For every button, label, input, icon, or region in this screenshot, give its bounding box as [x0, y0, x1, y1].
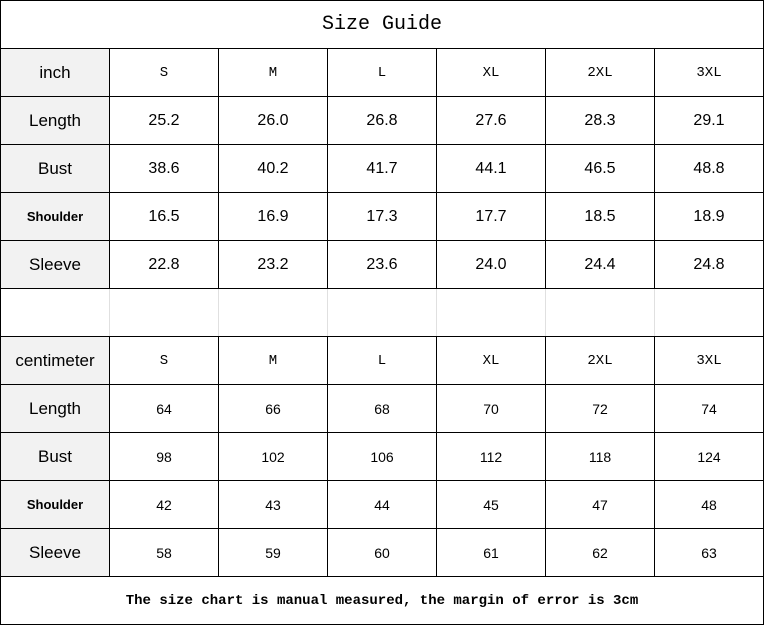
unit-label: inch: [0, 48, 110, 97]
row-label: Bust: [0, 432, 110, 481]
spacer-cell: [545, 288, 655, 337]
spacer-cell: [654, 288, 764, 337]
size-header: M: [218, 48, 328, 97]
measurement-cell: 17.3: [327, 192, 437, 241]
measurement-cell: 24.8: [654, 240, 764, 289]
measurement-cell: 42: [109, 480, 219, 529]
spacer-cell: [109, 288, 219, 337]
unit-label: centimeter: [0, 336, 110, 385]
table-row: Length 25.2 26.0 26.8 27.6 28.3 29.1: [0, 96, 764, 145]
measurement-cell: 18.5: [545, 192, 655, 241]
measurement-cell: 40.2: [218, 144, 328, 193]
measurement-cell: 16.9: [218, 192, 328, 241]
measurement-cell: 41.7: [327, 144, 437, 193]
size-table: inch S M L XL 2XL 3XL Length 25.2 26.0 26.8 27.6 28.…: [0, 48, 764, 577]
measurement-cell: 22.8: [109, 240, 219, 289]
size-header: L: [327, 336, 437, 385]
size-header: L: [327, 48, 437, 97]
measurement-cell: 66: [218, 384, 328, 433]
size-header: M: [218, 336, 328, 385]
spacer-cell: [0, 288, 110, 337]
measurement-cell: 44: [327, 480, 437, 529]
measurement-cell: 17.7: [436, 192, 546, 241]
measurement-cell: 118: [545, 432, 655, 481]
measurement-cell: 74: [654, 384, 764, 433]
measurement-cell: 106: [327, 432, 437, 481]
size-header: XL: [436, 48, 546, 97]
measurement-cell: 23.6: [327, 240, 437, 289]
row-label: Bust: [0, 144, 110, 193]
measurement-cell: 47: [545, 480, 655, 529]
measurement-cell: 45: [436, 480, 546, 529]
table-row: Sleeve 22.8 23.2 23.6 24.0 24.4 24.8: [0, 240, 764, 289]
measurement-cell: 62: [545, 528, 655, 577]
measurement-cell: 24.0: [436, 240, 546, 289]
size-header: 3XL: [654, 336, 764, 385]
row-label: Shoulder: [0, 480, 110, 529]
size-header: XL: [436, 336, 546, 385]
row-label: Shoulder: [0, 192, 110, 241]
measurement-cell: 43: [218, 480, 328, 529]
row-label: Sleeve: [0, 528, 110, 577]
table-row: Shoulder 16.5 16.9 17.3 17.7 18.5 18.9: [0, 192, 764, 241]
row-label: Length: [0, 384, 110, 433]
measurement-cell: 23.2: [218, 240, 328, 289]
measurement-cell: 102: [218, 432, 328, 481]
measurement-cell: 112: [436, 432, 546, 481]
header-row: centimeter S M L XL 2XL 3XL: [0, 336, 764, 385]
table-row: Bust 38.6 40.2 41.7 44.1 46.5 48.8: [0, 144, 764, 193]
row-label: Sleeve: [0, 240, 110, 289]
measurement-cell: 59: [218, 528, 328, 577]
measurement-cell: 48: [654, 480, 764, 529]
measurement-cell: 44.1: [436, 144, 546, 193]
row-label: Length: [0, 96, 110, 145]
measurement-cell: 16.5: [109, 192, 219, 241]
table-row: Bust 98 102 106 112 118 124: [0, 432, 764, 481]
measurement-cell: 98: [109, 432, 219, 481]
measurement-cell: 28.3: [545, 96, 655, 145]
measurement-cell: 63: [654, 528, 764, 577]
measurement-cell: 26.0: [218, 96, 328, 145]
footer-note: The size chart is manual measured, the m…: [125, 592, 639, 609]
measurement-cell: 18.9: [654, 192, 764, 241]
spacer-cell: [218, 288, 328, 337]
measurement-cell: 61: [436, 528, 546, 577]
table-row: Length 64 66 68 70 72 74: [0, 384, 764, 433]
measurement-cell: 60: [327, 528, 437, 577]
table-row: Shoulder 42 43 44 45 47 48: [0, 480, 764, 529]
size-header: S: [109, 336, 219, 385]
measurement-cell: 46.5: [545, 144, 655, 193]
measurement-cell: 48.8: [654, 144, 764, 193]
measurement-cell: 25.2: [109, 96, 219, 145]
size-header: 2XL: [545, 336, 655, 385]
size-header: S: [109, 48, 219, 97]
table-row: Sleeve 58 59 60 61 62 63: [0, 528, 764, 577]
measurement-cell: 70: [436, 384, 546, 433]
measurement-cell: 26.8: [327, 96, 437, 145]
measurement-cell: 27.6: [436, 96, 546, 145]
page-title: Size Guide: [1, 1, 763, 49]
spacer-cell: [436, 288, 546, 337]
measurement-cell: 38.6: [109, 144, 219, 193]
header-row: inch S M L XL 2XL 3XL: [0, 48, 764, 97]
spacer-cell: [327, 288, 437, 337]
size-header: 3XL: [654, 48, 764, 97]
spacer-row: [0, 288, 764, 337]
measurement-cell: 124: [654, 432, 764, 481]
measurement-cell: 72: [545, 384, 655, 433]
measurement-cell: 64: [109, 384, 219, 433]
size-header: 2XL: [545, 48, 655, 97]
measurement-cell: 68: [327, 384, 437, 433]
measurement-cell: 29.1: [654, 96, 764, 145]
measurement-cell: 24.4: [545, 240, 655, 289]
measurement-cell: 58: [109, 528, 219, 577]
